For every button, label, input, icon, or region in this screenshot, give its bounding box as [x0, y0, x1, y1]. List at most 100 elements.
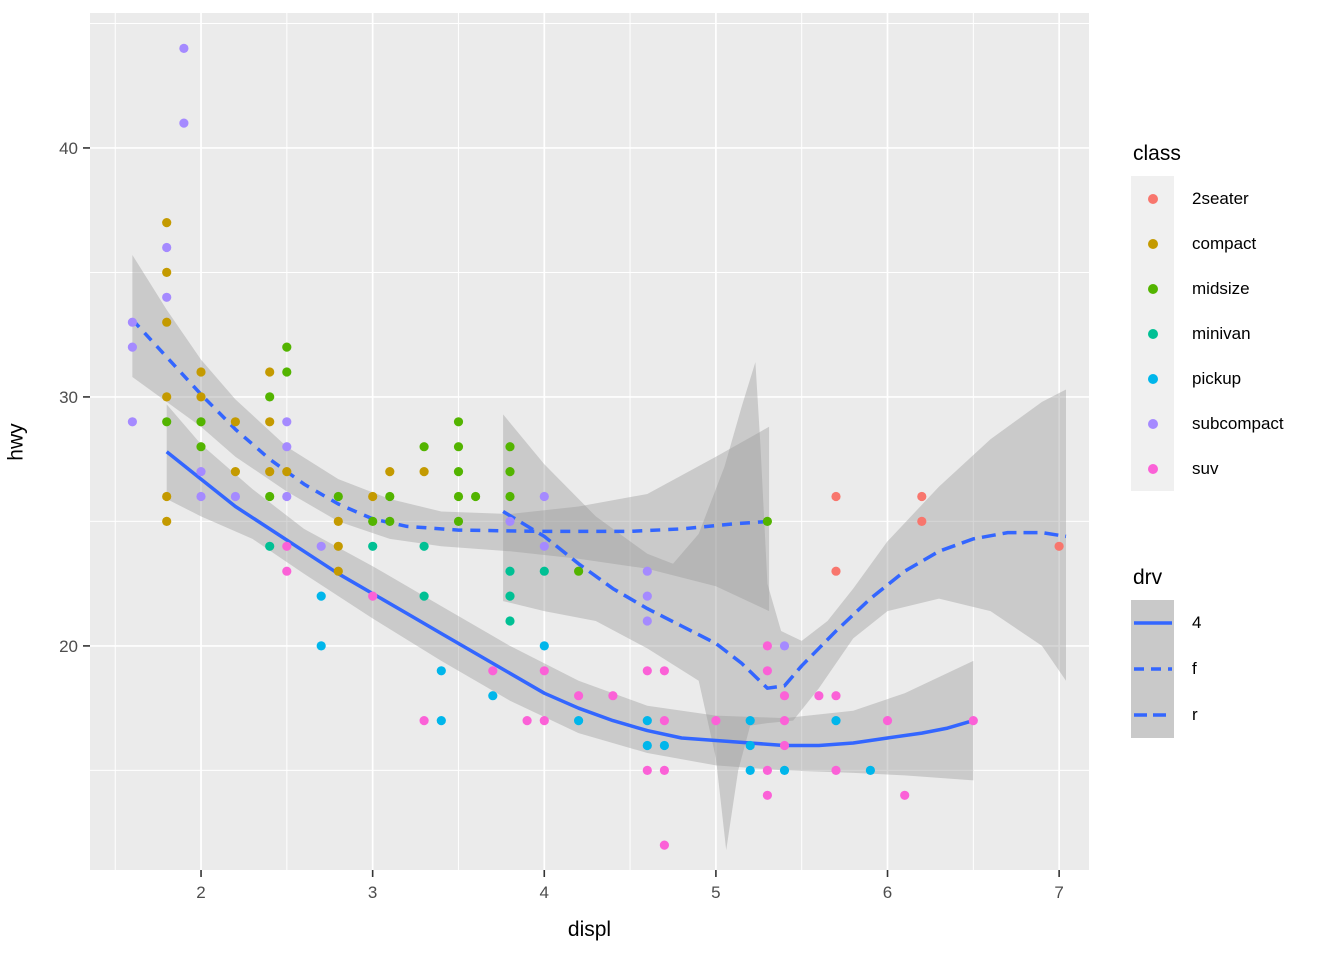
data-point-subcompact — [179, 118, 189, 128]
legend-drv-items: 4 f r — [1131, 600, 1201, 738]
data-point-subcompact — [127, 317, 137, 327]
smooth-line-4 — [165, 450, 974, 748]
data-point-minivan — [505, 566, 515, 576]
data-point-compact — [162, 218, 172, 228]
data-point-midsize — [385, 491, 395, 502]
data-point-pickup — [659, 740, 670, 751]
data-point-pickup — [316, 641, 326, 651]
data-point-suv — [608, 691, 618, 701]
data-point-midsize — [282, 367, 292, 377]
legend-class-label: suv — [1192, 458, 1219, 478]
legend-point-icon — [1147, 463, 1158, 474]
data-point-suv — [368, 591, 378, 601]
data-point-pickup — [488, 691, 498, 701]
data-point-subcompact — [230, 491, 240, 502]
data-point-pickup — [436, 716, 446, 726]
data-point-suv — [659, 666, 670, 676]
data-point-midsize — [505, 442, 515, 452]
data-point-midsize — [368, 516, 378, 527]
smooth-ribbon-r — [503, 362, 1067, 851]
legend-drv-title: drv — [1133, 566, 1163, 589]
legend-key-swatch — [1131, 221, 1174, 266]
data-point-compact — [265, 367, 275, 377]
data-point-subcompact — [196, 467, 206, 477]
data-point-compact — [265, 467, 275, 477]
data-point-suv — [968, 716, 978, 726]
data-point-2seater — [831, 566, 841, 576]
data-point-suv — [659, 716, 670, 726]
data-point-pickup — [865, 765, 876, 776]
legend-key-swatch — [1131, 692, 1174, 738]
data-point-suv — [900, 790, 910, 800]
data-point-suv — [419, 716, 429, 726]
data-point-minivan — [539, 566, 549, 576]
data-point-suv — [711, 716, 721, 726]
data-point-pickup — [574, 716, 584, 726]
data-point-suv — [642, 666, 652, 676]
legend-class-label: subcompact — [1192, 413, 1284, 433]
data-point-midsize — [574, 566, 584, 576]
legend-key-swatch — [1131, 600, 1174, 646]
data-point-compact — [196, 367, 206, 377]
data-point-pickup — [831, 716, 841, 726]
data-point-subcompact — [539, 491, 549, 502]
data-point-pickup — [745, 740, 755, 751]
legend-class-label: compact — [1192, 233, 1257, 253]
data-point-compact — [265, 417, 275, 427]
data-point-suv — [642, 765, 652, 776]
legend-point-icon — [1147, 373, 1158, 384]
legend-point-icon — [1147, 193, 1158, 204]
legend-class-label: minivan — [1192, 323, 1251, 343]
legend-key-swatch — [1131, 356, 1174, 401]
data-point-compact — [162, 516, 172, 527]
data-point-midsize — [265, 392, 275, 402]
legend-key-swatch — [1131, 401, 1174, 446]
data-point-suv — [574, 691, 584, 701]
data-point-subcompact — [316, 541, 326, 551]
data-point-subcompact — [162, 292, 172, 302]
data-point-midsize — [419, 442, 429, 452]
legend-class-label: 2seater — [1192, 188, 1249, 208]
data-point-midsize — [282, 342, 292, 352]
data-point-subcompact — [127, 342, 137, 352]
data-point-suv — [539, 716, 549, 726]
data-point-pickup — [745, 716, 755, 726]
data-point-suv — [762, 765, 773, 776]
data-point-minivan — [419, 541, 429, 551]
smooth-ribbon-f — [132, 255, 770, 612]
data-point-compact — [333, 516, 343, 527]
data-point-subcompact — [162, 242, 172, 253]
x-axis-title: displ — [567, 918, 612, 941]
data-point-subcompact — [282, 442, 292, 452]
legend-line-icon — [1133, 667, 1172, 671]
legend-key-swatch — [1131, 176, 1174, 221]
legend-class-label: pickup — [1192, 368, 1242, 388]
legend-key-swatch — [1131, 266, 1174, 311]
legend-class-item-suv: suv — [1131, 446, 1284, 491]
data-point-pickup — [642, 716, 652, 726]
data-point-subcompact — [539, 541, 549, 551]
data-point-compact — [162, 267, 172, 277]
data-point-pickup — [779, 765, 790, 776]
panel-background — [90, 13, 1089, 870]
data-point-pickup — [436, 666, 446, 676]
legend-key-swatch — [1131, 646, 1174, 692]
legend-class-item-minivan: minivan — [1131, 311, 1284, 356]
data-point-suv — [659, 765, 670, 776]
data-point-midsize — [265, 491, 275, 502]
legend-class-label: midsize — [1192, 278, 1250, 298]
data-point-compact — [385, 467, 395, 477]
legend-drv-item-r: r — [1131, 692, 1201, 738]
legend-class: class 2seater compact midsize minivan pickup… — [1131, 142, 1284, 491]
legend-key-swatch — [1131, 446, 1174, 491]
legend-line-icon — [1133, 621, 1172, 625]
legend-drv: drv 4 f r — [1131, 566, 1201, 738]
legend-point-icon — [1147, 418, 1158, 429]
smooth-line-r — [502, 510, 1067, 690]
data-point-midsize — [162, 417, 172, 427]
data-point-midsize — [505, 467, 515, 477]
x-tick-label: 4 — [540, 883, 549, 902]
data-point-suv — [762, 666, 773, 676]
data-point-compact — [196, 392, 206, 402]
